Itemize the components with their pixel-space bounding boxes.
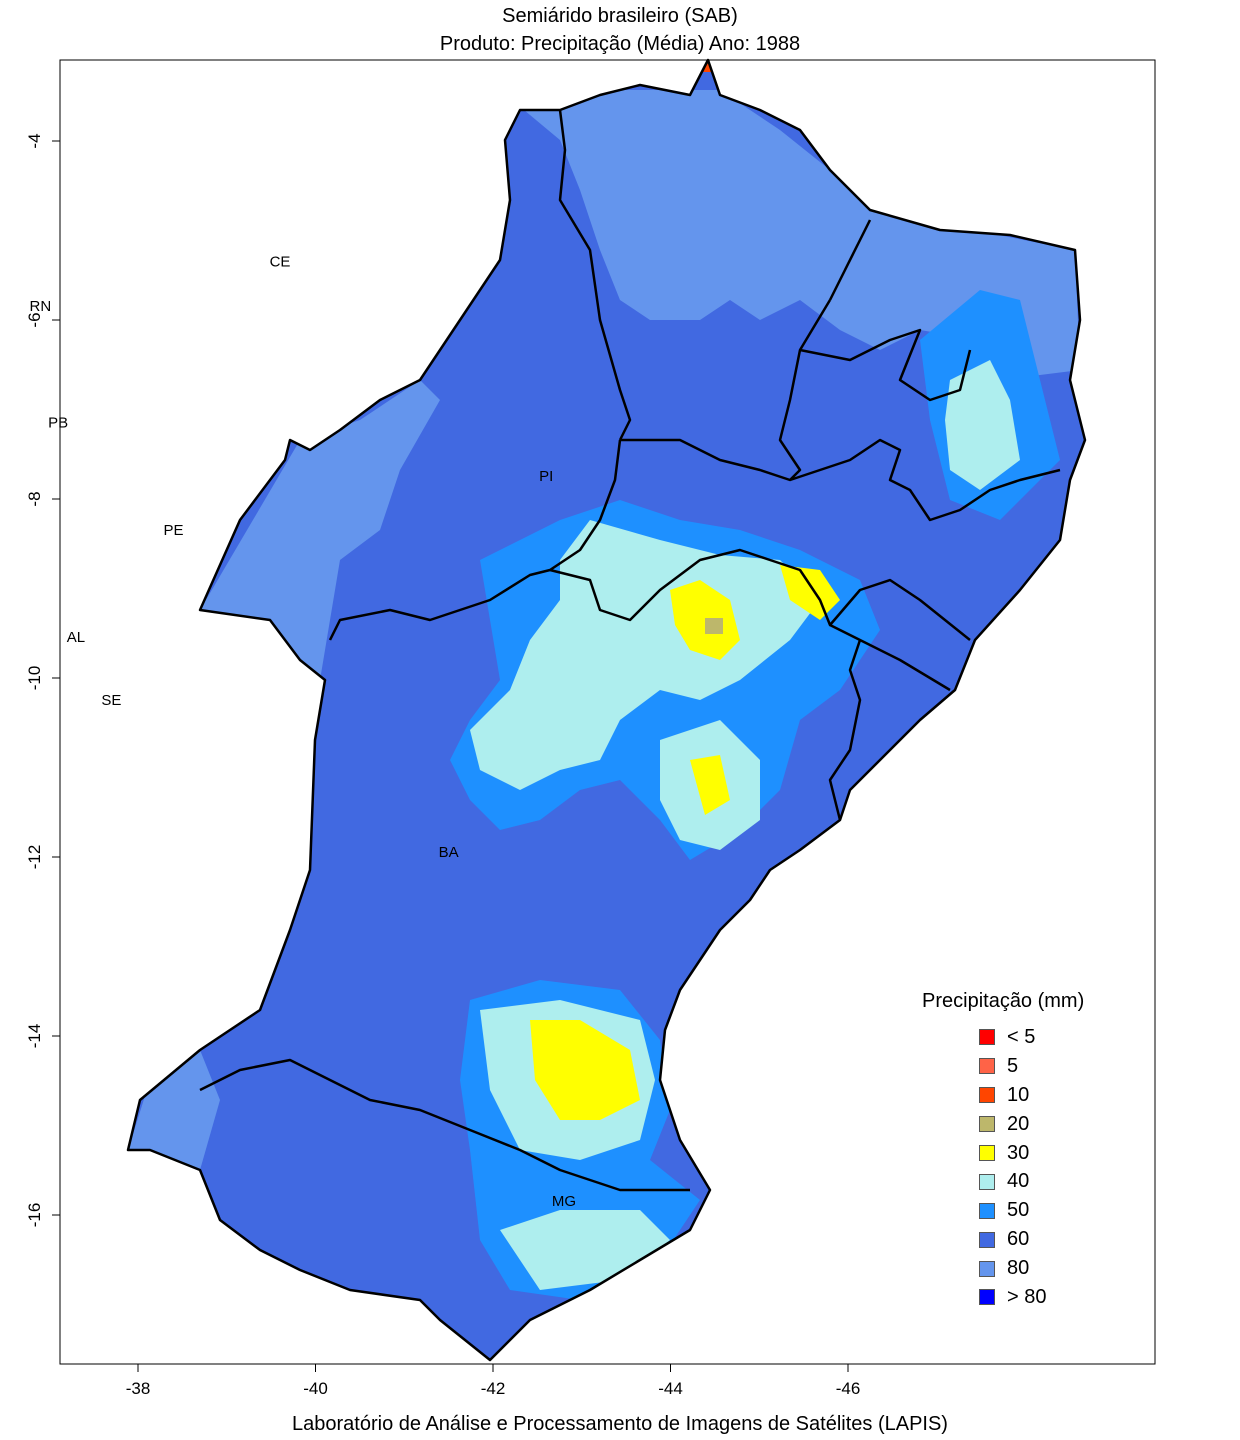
legend-item: > 80	[979, 1283, 1084, 1312]
state-label-ba: BA	[439, 844, 459, 861]
precip-80-west	[200, 380, 440, 680]
state-borders	[126, 58, 1087, 1362]
legend-item: 50	[979, 1196, 1084, 1225]
x-tick-label: -42	[481, 1379, 506, 1398]
border-rn-pb	[799, 328, 972, 402]
legend-label: < 5	[1007, 1025, 1036, 1048]
y-tick-label: -12	[25, 845, 44, 870]
state-label-se: SE	[101, 692, 121, 709]
legend-item: 80	[979, 1254, 1084, 1283]
plot-frame	[59, 59, 1156, 1365]
border-pe-ba-al	[549, 548, 971, 641]
border-ce-pe-pb	[620, 299, 832, 482]
legend-label: 20	[1007, 1112, 1030, 1135]
y-tick-label: -14	[25, 1024, 44, 1049]
map-subtitle: Produto: Precipitação (Média) Ano: 1988	[439, 33, 801, 55]
x-tick-label: -44	[658, 1379, 683, 1398]
precip-30-ba	[690, 755, 730, 815]
legend-swatch	[979, 1289, 995, 1306]
precip-40-central	[470, 520, 820, 790]
legend-title: Precipitação (mm)	[922, 990, 1085, 1012]
precip-30-south	[530, 1020, 640, 1120]
legend-item: 5	[979, 1052, 1084, 1081]
legend-swatch	[979, 1145, 995, 1161]
legend-label: 60	[1007, 1228, 1030, 1251]
legend-swatch	[979, 1087, 995, 1104]
y-tick-label: -10	[25, 666, 44, 691]
y-axis: -4 -6 -8 -10 -12 -14 -16	[25, 133, 60, 1227]
state-label-pi: PI	[539, 468, 553, 485]
legend-swatch	[979, 1029, 995, 1046]
y-tick-label: -8	[25, 491, 44, 506]
legend-item: 40	[979, 1167, 1084, 1196]
border-pb-pe	[789, 438, 1061, 522]
legend-item: 20	[979, 1110, 1084, 1139]
state-labels: CE RN PB PI PE AL SE BA MG	[30, 253, 577, 1210]
x-axis: -46-44-42-40-38-36	[126, 1364, 861, 1398]
legend-label: 5	[1007, 1054, 1019, 1077]
precip-40-pb	[945, 360, 1020, 490]
y-tick-label: -16	[25, 1203, 44, 1228]
legend-item: 10	[979, 1081, 1084, 1110]
legend-swatch	[979, 1260, 995, 1277]
x-tick-label: -38	[126, 1379, 151, 1398]
sab-outline	[126, 58, 1087, 1362]
y-tick-label: -4	[25, 133, 44, 148]
legend: Precipitação (mm) < 5 5 10 20 30 40 50 60 80 > 80	[922, 990, 1084, 1312]
state-label-mg: MG	[552, 1193, 576, 1210]
precip-80-north	[500, 90, 1080, 380]
border-ba-se	[828, 639, 862, 821]
x-tick-label: -46	[836, 1379, 861, 1398]
state-label-pe: PE	[163, 522, 183, 539]
legend-item: < 5	[979, 1023, 1084, 1052]
legend-label: 10	[1007, 1083, 1030, 1106]
legend-swatch	[979, 1231, 995, 1248]
state-label-rn: RN	[30, 298, 52, 315]
border-al-se	[829, 623, 951, 692]
legend-label: > 80	[1007, 1285, 1047, 1308]
legend-swatch	[979, 1058, 995, 1075]
legend-label: 40	[1007, 1170, 1030, 1193]
credit-caption: Laboratório de Análise e Processamento d…	[292, 1413, 948, 1435]
map-title: Semiárido brasileiro (SAB)	[502, 5, 738, 27]
border-ce-pi	[558, 109, 632, 441]
precip-20-spot	[705, 618, 723, 634]
state-label-ce: CE	[270, 253, 291, 270]
x-tick-label: -40	[303, 1379, 328, 1398]
legend-swatch	[979, 1116, 995, 1133]
border-pi-pe-ba	[328, 439, 622, 641]
legend-label: 50	[1007, 1199, 1030, 1222]
legend-swatch	[979, 1202, 995, 1219]
legend-item: 60	[979, 1225, 1084, 1254]
precip-30-pe	[780, 565, 840, 620]
state-label-al: AL	[67, 629, 85, 646]
precip-10-spot	[703, 60, 713, 72]
border-ce-rn	[828, 219, 872, 301]
legend-label: 80	[1007, 1257, 1030, 1280]
legend-items: < 5 5 10 20 30 40 50 60 80 > 80	[922, 1023, 1084, 1312]
border-ba-mg	[199, 1058, 690, 1192]
legend-label: 30	[1007, 1141, 1030, 1164]
y-tick-label: -6	[25, 312, 44, 327]
legend-item: 30	[979, 1139, 1084, 1168]
state-label-pb: PB	[48, 414, 68, 431]
legend-swatch	[979, 1173, 995, 1190]
